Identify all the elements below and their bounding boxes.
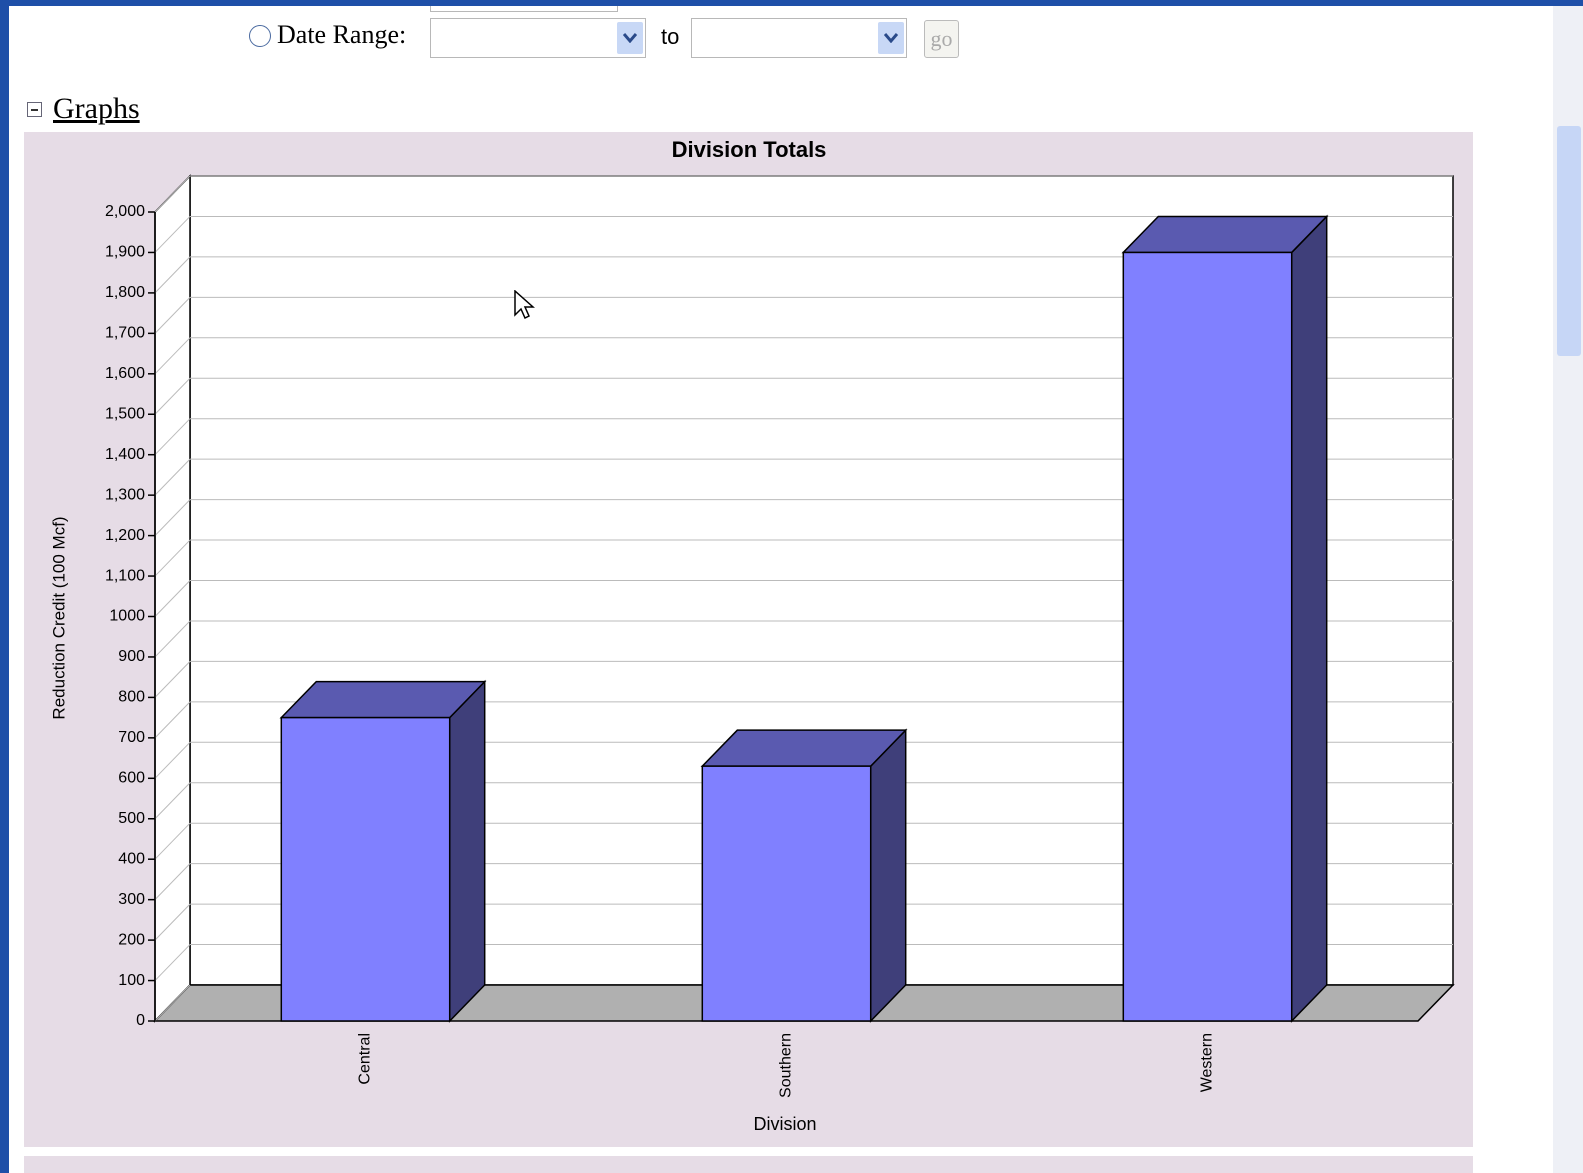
select-from[interactable] [430,18,646,58]
y-tick-label: 200 [118,931,145,948]
grid-line-side [154,620,191,658]
y-tick-label: 800 [118,689,145,706]
grid-line-side [154,458,191,496]
y-tick-label: 1,700 [105,325,145,342]
grid-line-side [154,580,191,617]
date-range-label: Date Range: [277,20,407,49]
grid-line-side [154,539,191,577]
y-tick-label: 1000 [109,608,145,625]
y-tick-label: 300 [118,891,145,908]
bar-side [1290,214,1328,1023]
grid-line-side [154,782,191,820]
grid-line-side [154,944,191,981]
cursor [514,290,535,320]
bar-side [869,728,907,1023]
y-tick-label: 1,100 [105,567,145,584]
select-to[interactable] [691,18,907,58]
x-tick-label: Western [1199,1033,1216,1092]
next-panel [24,1156,1473,1173]
grid-line-side [154,337,191,375]
grid-line-side [154,984,191,1022]
grid-line-side [154,216,191,253]
scroll-thumb[interactable] [1557,126,1581,356]
grid-line-side [154,822,191,860]
grid-line-side [154,499,191,536]
y-tick-label: 400 [118,850,145,867]
y-tick-label: 1,900 [105,244,145,261]
collapse-toggle[interactable] [27,102,42,117]
x-tick-label: Southern [778,1033,795,1098]
select-partial[interactable] [430,6,618,12]
bar [1121,214,1329,1023]
scrollbar[interactable] [1553,6,1583,1173]
y-tick-label: 600 [118,770,145,787]
bar-top [279,680,487,719]
bar-side [448,679,486,1023]
radio[interactable] [249,25,271,47]
y-tick-label: 500 [118,810,145,827]
bar [700,728,908,1023]
grid-line-side [154,297,191,334]
bar-front [1122,251,1293,1022]
bar-front [280,716,451,1022]
grid-line-side [154,903,191,941]
y-tick-label: 1,600 [105,365,145,382]
chart-title: Division Totals [672,137,827,162]
grid-line-side [154,256,191,294]
bar-front [701,765,872,1022]
grid-line-side [154,661,191,698]
to-label: to [661,24,680,49]
bar-top [1121,215,1329,254]
bar-top [700,729,908,767]
y-tick-label: 1,800 [105,284,145,301]
grid-line-side [154,377,191,415]
go-button[interactable]: go [924,20,959,58]
y-tick-label: 1,500 [105,405,145,422]
y-tick-label: 2,000 [105,203,145,220]
y-axis-title: Reduction Credit (100 Mcf) [49,516,68,719]
y-tick-label: 100 [118,972,145,989]
grid-line-side [154,175,191,213]
grid-line-side [154,701,191,739]
chart: Division Totals Division Reduction Credi… [24,132,1473,1147]
x-tick-label: Central [357,1033,374,1085]
grid-line-side [154,418,191,456]
bar [279,679,487,1023]
y-tick-label: 900 [118,648,145,665]
grid-line-side [154,863,191,900]
y-tick-label: 1,200 [105,527,145,544]
y-tick-label: 1,300 [105,486,145,503]
x-axis-title: Division [753,1114,816,1134]
y-tick-label: 0 [136,1012,145,1029]
y-tick-label: 700 [118,729,145,746]
grid-line-side [154,741,191,779]
section-title[interactable]: Graphs [53,92,140,125]
y-tick-label: 1,400 [105,446,145,463]
